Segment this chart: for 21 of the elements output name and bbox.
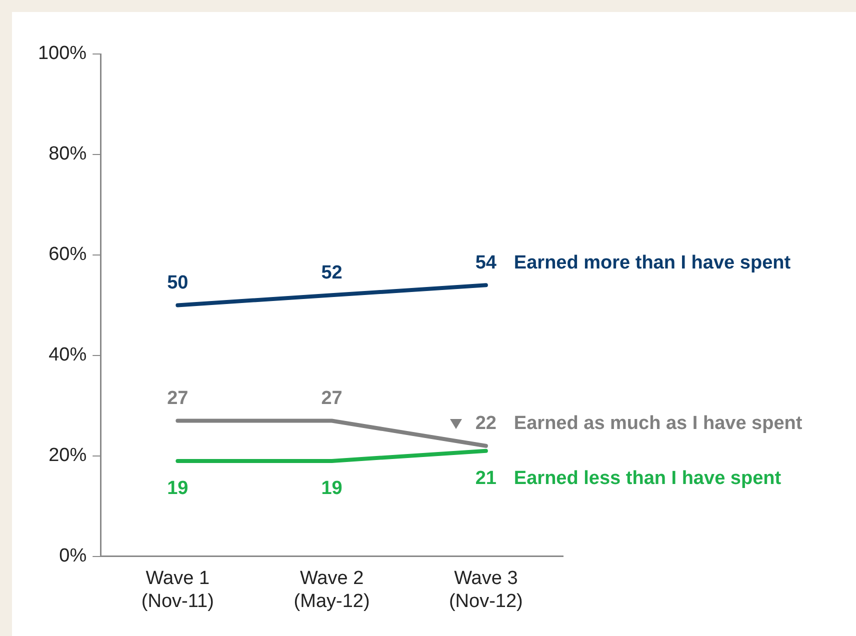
data-label: 54 (475, 252, 497, 274)
x-tick-label: Wave 2 (May-12) (294, 568, 370, 612)
y-tick-label: 20% (48, 445, 87, 466)
x-tick-label: Wave 1 (Nov-11) (141, 568, 214, 612)
series-label: Earned less than I have spent (514, 468, 782, 490)
data-label: 21 (475, 468, 497, 490)
data-label: 50 (167, 272, 188, 294)
y-tick-label: 100% (38, 43, 87, 64)
data-label: 22 (475, 413, 497, 434)
series-label: Earned as much as I have spent (514, 413, 803, 434)
data-label: 19 (167, 478, 188, 500)
y-tick-label: 60% (48, 244, 87, 266)
series-label: Earned more than I have spent (514, 252, 792, 274)
y-tick-label: 40% (48, 344, 87, 366)
y-tick-label: 0% (59, 546, 87, 567)
y-tick-label: 80% (48, 144, 87, 165)
data-label: 19 (321, 478, 342, 500)
x-tick-label: Wave 3 (Nov-12) (448, 568, 523, 612)
data-label: 27 (321, 388, 342, 409)
data-label: 52 (321, 262, 342, 284)
data-label: 27 (167, 388, 188, 409)
